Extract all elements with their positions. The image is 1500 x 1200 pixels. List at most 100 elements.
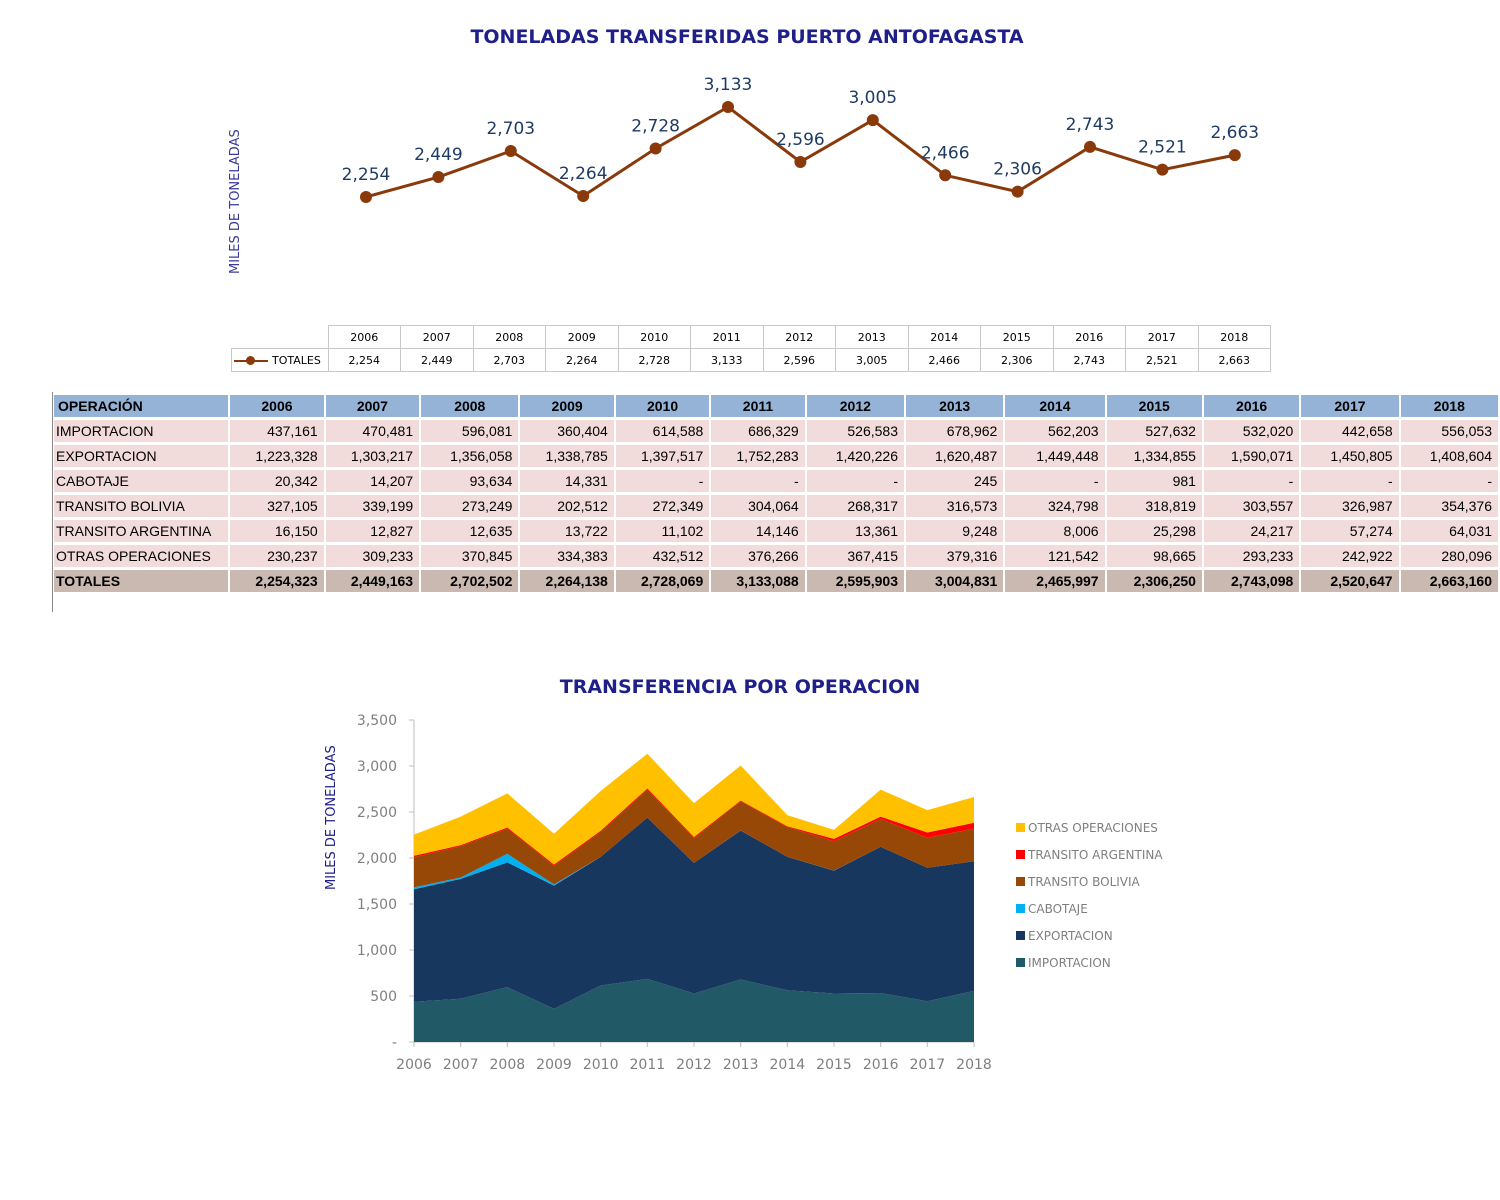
table-cell: 20,342 [230, 470, 324, 492]
data-table-year: 2010 [617, 325, 691, 349]
row-label: TRANSITO BOLIVIA [54, 495, 229, 517]
table-cell: 1,752,283 [711, 445, 805, 467]
table-cell: 686,329 [711, 420, 805, 442]
x-tick-label: 2008 [490, 1057, 526, 1073]
table-cell: 379,316 [906, 545, 1004, 567]
column-header-year: 2016 [1203, 395, 1300, 417]
table-cell: 2,743,098 [1203, 570, 1300, 592]
data-table-value: 3,133 [690, 348, 764, 372]
y-tick-label: 3,500 [357, 713, 397, 729]
legend-item: OTRAS OPERACIONES [1016, 814, 1163, 841]
legend-swatch [1016, 877, 1025, 886]
table-cell: 316,573 [906, 495, 1004, 517]
row-label: IMPORTACION [54, 420, 229, 442]
row-label: EXPORTACION [54, 445, 229, 467]
column-header-year: 2014 [1005, 395, 1105, 417]
data-table-value: 2,306 [980, 348, 1054, 372]
table-cell: 268,317 [806, 495, 904, 517]
table-row: TRANSITO BOLIVIA 327,105 339,199 273,249 202… [54, 495, 1498, 517]
table-cell: 1,420,226 [806, 445, 904, 467]
table-cell: - [615, 470, 710, 492]
table-cell: 242,922 [1301, 545, 1399, 567]
table-cell: 280,096 [1400, 545, 1498, 567]
table-cell: 367,415 [806, 545, 904, 567]
legend-swatch [1016, 931, 1025, 940]
x-tick-label: 2007 [443, 1057, 479, 1073]
x-tick-label: 2009 [536, 1057, 572, 1073]
data-table-year: 2016 [1052, 325, 1126, 349]
row-label: CABOTAJE [54, 470, 229, 492]
column-header-year: 2007 [325, 395, 420, 417]
table-cell: 202,512 [520, 495, 614, 517]
table-cell: - [1203, 470, 1300, 492]
table-cell: 526,583 [806, 420, 904, 442]
table-cell: 2,702,502 [421, 570, 519, 592]
y-tick-label: 500 [370, 989, 397, 1005]
legend-label: IMPORTACION [1028, 955, 1111, 970]
table-cell: 2,449,163 [325, 570, 420, 592]
table-cell: 532,020 [1203, 420, 1300, 442]
x-tick-label: 2016 [863, 1057, 899, 1073]
column-header-year: 2013 [906, 395, 1004, 417]
table-cell: 2,595,903 [806, 570, 904, 592]
y-tick-label: - [392, 1035, 397, 1051]
legend-item: EXPORTACION [1016, 922, 1163, 949]
table-cell: 12,635 [421, 520, 519, 542]
totales-point [1011, 185, 1024, 198]
table-cell: 14,146 [711, 520, 805, 542]
table-cell: 93,634 [421, 470, 519, 492]
table-cell: 309,233 [325, 545, 420, 567]
data-table-year: 2006 [327, 325, 401, 349]
x-tick-label: 2012 [676, 1057, 712, 1073]
table-cell: 245 [906, 470, 1004, 492]
table-row: IMPORTACION 437,161 470,481 596,081 360,404 6… [54, 420, 1498, 442]
data-table-value: 2,254 [327, 348, 401, 372]
table-cell: 527,632 [1106, 420, 1202, 442]
area-chart-title: TRANSFERENCIA POR OPERACION [559, 676, 921, 698]
data-table-value: 3,005 [835, 348, 909, 372]
table-cell: 9,248 [906, 520, 1004, 542]
data-table-value: 2,703 [472, 348, 546, 372]
table-cell: 1,356,058 [421, 445, 519, 467]
table-cell: 293,233 [1203, 545, 1300, 567]
table-left-border [52, 392, 53, 612]
y-tick-label: 2,500 [357, 805, 397, 821]
totales-data-label: 2,466 [921, 143, 970, 163]
table-cell: 2,663,160 [1400, 570, 1498, 592]
data-table-year: 2008 [472, 325, 546, 349]
table-cell: - [1301, 470, 1399, 492]
table-cell: 13,722 [520, 520, 614, 542]
data-table-year: 2011 [690, 325, 764, 349]
table-cell: - [1400, 470, 1498, 492]
y-tick-label: 1,500 [357, 897, 397, 913]
column-header-year: 2012 [806, 395, 904, 417]
column-header-year: 2015 [1106, 395, 1202, 417]
table-cell: 2,264,138 [520, 570, 614, 592]
totales-point [504, 145, 517, 158]
totales-data-label: 2,254 [342, 165, 391, 185]
table-cell: 13,361 [806, 520, 904, 542]
x-tick-label: 2011 [630, 1057, 666, 1073]
table-cell: 470,481 [325, 420, 420, 442]
column-header-operation: OPERACIÓN [54, 395, 229, 417]
row-label: TRANSITO ARGENTINA [54, 520, 229, 542]
table-row: EXPORTACION 1,223,328 1,303,217 1,356,058 1,… [54, 445, 1498, 467]
row-label: TOTALES [54, 570, 229, 592]
table-cell: 1,334,855 [1106, 445, 1202, 467]
legend-swatch [1016, 958, 1025, 967]
table-cell: 98,665 [1106, 545, 1202, 567]
data-table-value: 2,449 [400, 348, 474, 372]
table-cell: 25,298 [1106, 520, 1202, 542]
totales-data-label: 2,743 [1066, 115, 1115, 135]
area-transito-argentina [414, 788, 974, 866]
totales-point [432, 171, 445, 184]
totales-point [1084, 140, 1096, 153]
table-cell: 324,798 [1005, 495, 1105, 517]
totales-data-label: 2,521 [1138, 138, 1187, 158]
table-cell: 354,376 [1400, 495, 1498, 517]
totales-data-label: 2,449 [414, 145, 463, 165]
area-chart: - 500 1,000 1,500 2,000 2,500 3,000 3,500 2006 20… [357, 713, 992, 1073]
table-cell: 64,031 [1400, 520, 1498, 542]
column-header-year: 2017 [1301, 395, 1399, 417]
data-table-value: 2,728 [617, 348, 691, 372]
